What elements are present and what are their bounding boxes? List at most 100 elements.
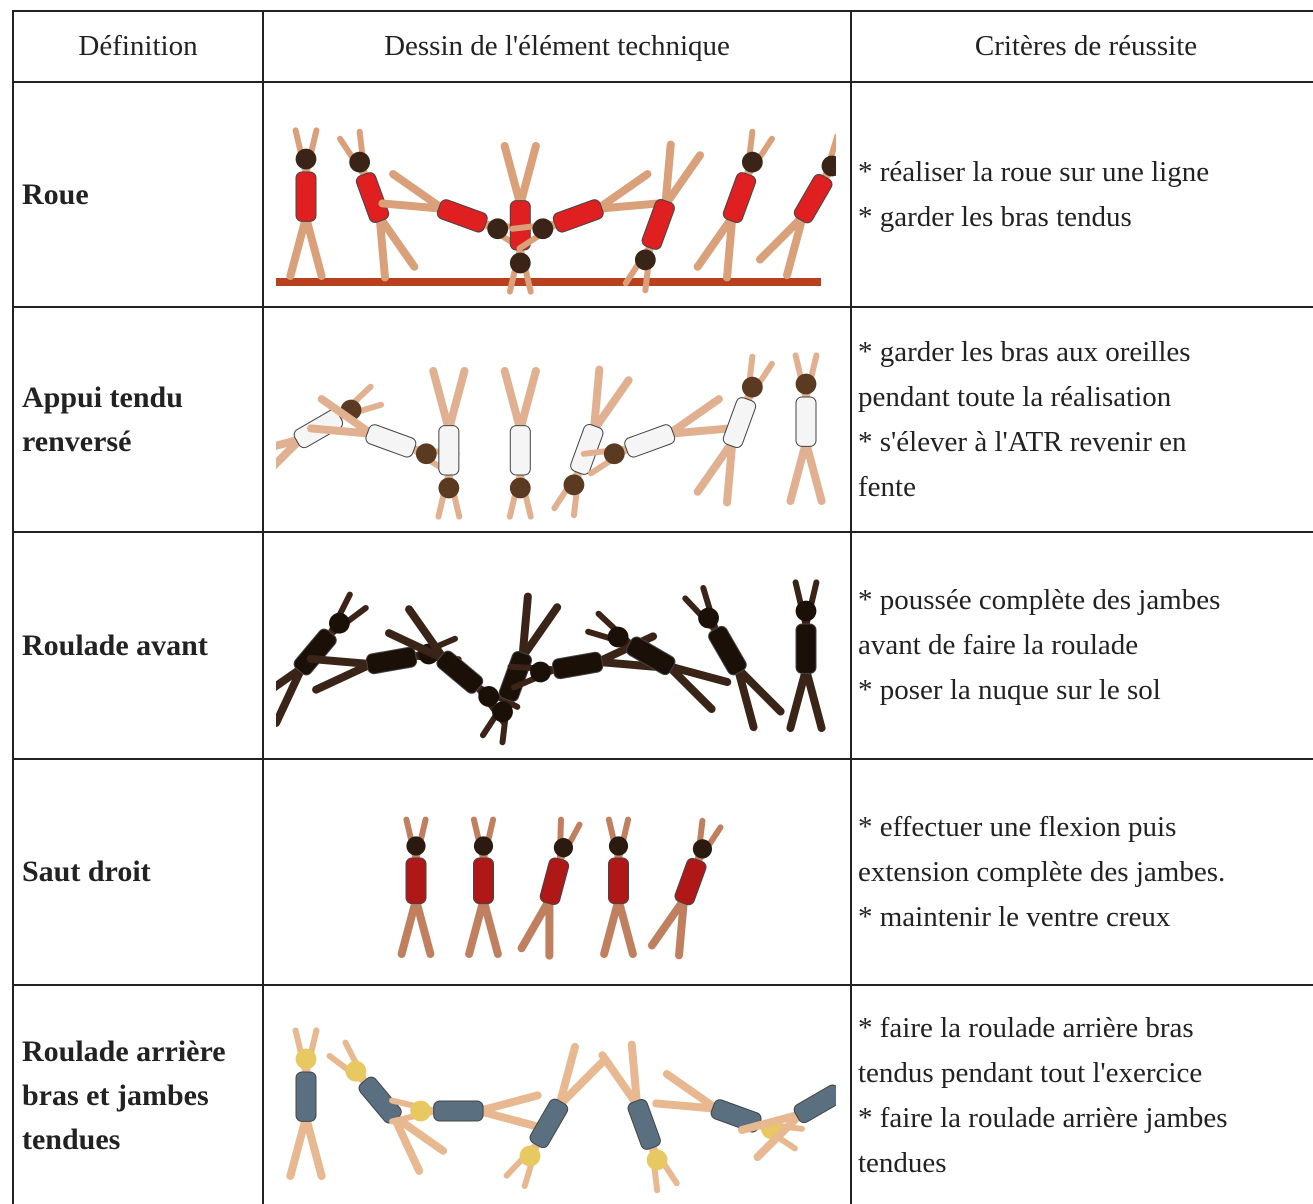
gymnast-figure (580, 395, 734, 477)
figure-body (433, 1100, 484, 1122)
figure-leg (661, 140, 675, 209)
figure-body (365, 646, 418, 675)
figure-leg (286, 213, 310, 280)
figure-leg (589, 365, 604, 434)
figure-leg (276, 435, 305, 459)
definition-line: bras et jambes (22, 1079, 209, 1112)
technique-drawing (397, 816, 724, 960)
header-cell: Dessin de l'élément technique (262, 10, 850, 81)
figure-head (553, 838, 574, 858)
figure-head (795, 600, 817, 622)
figure-body (539, 857, 570, 906)
figure-leg (312, 660, 376, 694)
gymnast-figure (622, 140, 705, 294)
gymnast-figure (755, 132, 836, 280)
technique-drawing (276, 127, 836, 295)
gymnast-figure (337, 128, 419, 282)
criteria-line: * garder les bras tendus (858, 200, 1132, 233)
figure-head (741, 376, 763, 398)
figure-body (793, 1084, 836, 1124)
figure-leg (664, 662, 716, 714)
definition-line: Saut droit (22, 855, 151, 888)
figure-leg (500, 142, 525, 209)
figure-leg (693, 438, 737, 496)
figure-head (603, 443, 625, 465)
criteria-line: * poser la nuque sur le sol (858, 674, 1161, 706)
figure-body (436, 199, 488, 233)
gymnast-figure (307, 395, 460, 477)
figure-head (608, 836, 629, 856)
figure-leg (378, 199, 447, 213)
figure-body (608, 857, 629, 905)
definition-line: Appui tendu (22, 380, 183, 414)
gymnast-figure (682, 584, 785, 732)
figure-body (498, 650, 533, 702)
figure-head (295, 1048, 317, 1070)
figure-leg (286, 1113, 310, 1180)
gymnast-figure (693, 353, 775, 507)
figure-leg (733, 664, 758, 732)
criteria-cell: * faire la roulade arrière bras tendus pe… (850, 984, 1313, 1204)
figure-head (295, 148, 317, 170)
gymnast-figure (389, 1091, 542, 1131)
definition-cell: Roulade avant (12, 531, 262, 758)
gymnast-figure (286, 127, 326, 280)
figure-leg (317, 395, 376, 438)
figure-leg (614, 896, 637, 958)
definition-line: renversé (22, 424, 132, 458)
figure-head (607, 626, 629, 648)
figure-head (345, 1060, 367, 1082)
figure-leg (545, 895, 554, 960)
header-cell: Critères de réussite (850, 10, 1313, 81)
gymnast-figure (479, 592, 562, 746)
gymnast-figure (397, 816, 435, 958)
gymnast-figure (500, 367, 540, 520)
figure-leg (475, 1091, 542, 1115)
drawing-cell (262, 306, 850, 531)
gymnast-figure (465, 816, 502, 958)
figure-body (722, 397, 757, 449)
gymnast-figure (598, 1040, 680, 1194)
figure-head (795, 373, 817, 395)
technique-drawing (276, 579, 826, 746)
figure-leg (598, 1051, 642, 1109)
gymnast-figure (286, 1027, 326, 1180)
figure-body (793, 173, 833, 224)
definition-cell: Appui tendu renversé (12, 306, 262, 531)
figure-leg (276, 435, 305, 487)
floor-mat (276, 278, 821, 286)
figure-head (415, 443, 437, 465)
drawing-cell (262, 531, 850, 758)
figure-leg (517, 895, 554, 953)
criteria-line: extension complète des jambes. (858, 855, 1226, 888)
figure-leg (375, 213, 419, 271)
figure-leg (733, 664, 785, 716)
criteria-line: tendus pendant tout l'exercice (858, 1057, 1203, 1089)
figure-head (530, 661, 551, 683)
criteria-line: * effectuer une flexion puis (858, 810, 1177, 843)
gymnast-figure (652, 1070, 805, 1152)
figure-head (487, 218, 509, 240)
figure-leg (479, 896, 502, 958)
figure-body (473, 857, 494, 905)
figure-leg (444, 367, 469, 434)
gymnast-figure (509, 170, 663, 252)
figure-leg (722, 213, 737, 282)
criteria-cell: * effectuer une flexion puis extension co… (850, 758, 1313, 984)
figure-head (698, 607, 719, 629)
figure-leg (662, 1070, 721, 1113)
criteria-line: * garder les bras aux oreilles (858, 335, 1191, 368)
figure-head (492, 701, 513, 723)
criteria-line: * poussée complète des jambes (858, 584, 1221, 616)
figure-leg (627, 1040, 642, 1109)
figure-leg (555, 1058, 607, 1110)
figure-leg (518, 592, 532, 661)
figure-body (674, 857, 707, 906)
figure-leg (516, 142, 540, 209)
figure-leg (652, 1099, 721, 1113)
figure-head (821, 155, 836, 177)
figure-body (295, 171, 317, 222)
criteria-line: tendues (858, 1147, 947, 1179)
figure-head (509, 477, 531, 499)
criteria-line: * réaliser la roue sur une ligne (858, 155, 1210, 188)
